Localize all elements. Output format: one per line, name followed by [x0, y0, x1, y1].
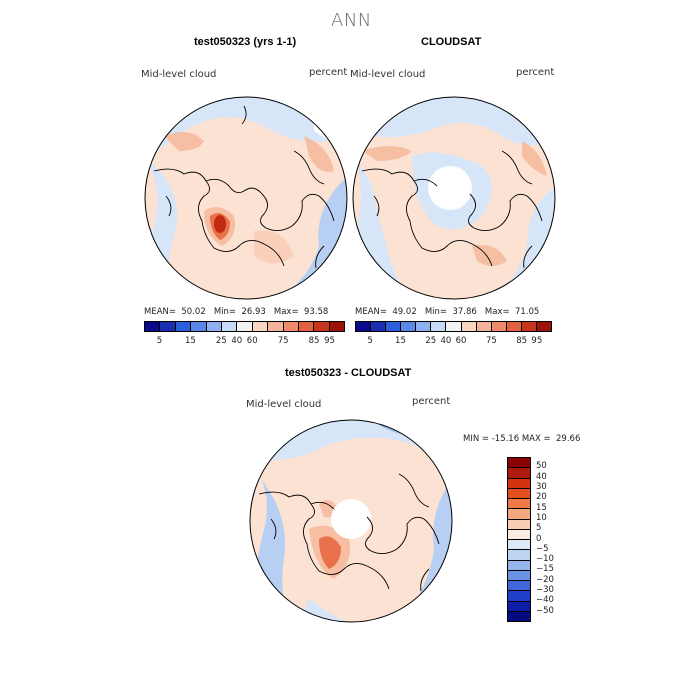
panel-2-title: CLOUDSAT	[421, 36, 482, 48]
panel-2-colorbar	[355, 321, 552, 332]
panel-3-colorbar-swatch	[508, 540, 530, 551]
panel-2-polar-map	[352, 96, 556, 300]
panel-2-colorbar-swatch	[506, 322, 522, 331]
panel-3-colorbar-tick-label: −30	[536, 585, 554, 596]
panel-1-colorbar-swatch	[283, 322, 299, 331]
panel-2-colorbar-ticks: 5 15 25 40 60 75 85 95	[355, 336, 552, 348]
panel-3-colorbar-swatch	[508, 581, 530, 592]
panel-3-colorbar-swatch	[508, 468, 530, 479]
panel-3-colorbar-swatch	[508, 611, 530, 621]
panel-2-colorbar-tick-label: 85	[516, 336, 528, 346]
panel-1-colorbar-tick-label: 85	[308, 336, 320, 346]
panel-1-colorbar	[144, 321, 345, 332]
panel-3-polar-map	[249, 419, 453, 623]
panel-2-colorbar-tick-label: 40	[440, 336, 452, 346]
panel-1-colorbar-swatch	[298, 322, 315, 331]
panel-2-colorbar-swatch	[536, 322, 552, 331]
panel-3-colorbar-swatch	[508, 529, 530, 540]
panel-1-colorbar-swatch	[237, 322, 253, 331]
panel-3-colorbar-swatch	[508, 570, 530, 581]
panel-1-colorbar-swatch	[206, 322, 222, 331]
panel-1-colorbar-tick-label: 5	[156, 336, 163, 346]
panel-2-colorbar-tick-label: 5	[367, 336, 373, 346]
panel-3-colorbar-tick-label: 15	[536, 502, 547, 513]
panel-1-colorbar-tick-label: 75	[277, 336, 289, 346]
panel-3-colorbar-tick-label: 5	[536, 523, 542, 534]
panel-3-colorbar-tick-label: 40	[536, 471, 547, 482]
panel-1-colorbar-ticks: 5 15 25 40 60 75 85 95	[144, 336, 345, 348]
panel-2-colorbar-tick-label: 75	[485, 336, 497, 346]
panel-3-colorbar-tick-label: −10	[536, 554, 554, 565]
panel-2-colorbar-tick-label: 15	[395, 336, 406, 346]
panel-3-colorbar-tick-label: −5	[536, 543, 549, 554]
panel-2-colorbar-swatch	[356, 322, 372, 331]
panel-3-colorbar-tick-label: −15	[536, 564, 554, 575]
panel-1-colorbar-swatch	[160, 322, 176, 331]
panel-1-colorbar-tick-label: 40	[231, 336, 243, 346]
panel-2-colorbar-swatch	[521, 322, 537, 331]
panel-3-colorbar-tick-label: 30	[536, 481, 547, 492]
panel-1-units-label: percent	[309, 67, 348, 78]
panel-1-title: test050323 (yrs 1-1)	[194, 36, 297, 48]
panel-3-colorbar-swatch	[508, 591, 530, 602]
panel-3-colorbar-swatch	[508, 458, 530, 469]
panel-1-colorbar-tick-label: 25	[215, 336, 227, 346]
panel-1-colorbar-tick-label: 60	[246, 336, 258, 346]
panel-3-colorbar-swatch	[508, 601, 530, 612]
panel-2-colorbar-swatch	[491, 322, 507, 331]
panel-2-colorbar-tick-label: 25	[425, 336, 437, 346]
panel-3-colorbar-swatch	[508, 499, 530, 510]
panel-3-units-label: percent	[412, 396, 451, 407]
panel-3-colorbar-swatch	[508, 488, 530, 499]
panel-2-colorbar-swatch	[461, 322, 477, 331]
panel-3-colorbar-swatch	[508, 478, 530, 489]
panel-1-colorbar-swatch	[175, 322, 192, 331]
panel-2-colorbar-swatch	[446, 322, 462, 331]
panel-3-colorbar-ticks: 50 40 30 20 15 10 5 0 −5 −10 −15 −20 −30 −40 −50	[536, 457, 576, 622]
panel-2-colorbar-swatch	[416, 322, 432, 331]
panel-2-colorbar-tick-label: 60	[455, 336, 467, 346]
panel-1-colorbar-swatch	[145, 322, 161, 331]
main-title: ANN	[331, 10, 372, 31]
panel-3-colorbar-tick-label: −40	[536, 595, 554, 606]
panel-1-variable-label: Mid-level cloud	[141, 69, 217, 80]
panel-3-colorbar-tick-label: −50	[536, 605, 554, 616]
panel-3-minmax: MIN = -15.16 MAX = 29.66	[463, 434, 581, 444]
panel-1-colorbar-swatch	[268, 322, 284, 331]
panel-3-colorbar-tick-label: 0	[536, 533, 542, 544]
panel-1-colorbar-swatch	[221, 322, 238, 331]
panel-1-colorbar-tick-label: 15	[184, 336, 196, 346]
panel-2-stats: MEAN= 49.02 Min= 37.86 Max= 71.05	[355, 307, 540, 317]
panel-3-colorbar-tick-label: 50	[536, 461, 547, 472]
panel-2-colorbar-swatch	[401, 322, 417, 331]
panel-1-colorbar-swatch	[314, 322, 330, 331]
panel-1-stats: MEAN= 50.02 Min= 26.93 Max= 93.58	[144, 307, 329, 317]
panel-1-colorbar-swatch	[252, 322, 269, 331]
panel-3-colorbar-tick-label: 10	[536, 512, 547, 523]
panel-2-units-label: percent	[516, 67, 555, 78]
panel-3-colorbar	[507, 457, 531, 622]
panel-2-colorbar-swatch	[476, 322, 492, 331]
panel-3-colorbar-tick-label: 20	[536, 492, 547, 503]
panel-1-colorbar-swatch	[191, 322, 207, 331]
panel-1-polar-map	[144, 96, 348, 300]
panel-3-colorbar-swatch	[508, 509, 530, 520]
panel-2-colorbar-swatch	[371, 322, 387, 331]
panel-2-colorbar-swatch	[386, 322, 402, 331]
panel-3-title: test050323 - CLOUDSAT	[285, 367, 412, 379]
panel-1-colorbar-tick-label: 95	[324, 336, 335, 346]
panel-2-colorbar-swatch	[431, 322, 447, 331]
panel-2-variable-label: Mid-level cloud	[350, 69, 426, 80]
panel-3-colorbar-swatch	[508, 519, 530, 530]
panel-3-colorbar-swatch	[508, 550, 530, 561]
panel-3-colorbar-tick-label: −20	[536, 574, 554, 585]
panel-3-colorbar-swatch	[508, 560, 530, 571]
panel-3-variable-label: Mid-level cloud	[246, 399, 322, 410]
panel-1-colorbar-swatch	[329, 322, 345, 331]
panel-2-colorbar-tick-label: 95	[531, 336, 543, 346]
